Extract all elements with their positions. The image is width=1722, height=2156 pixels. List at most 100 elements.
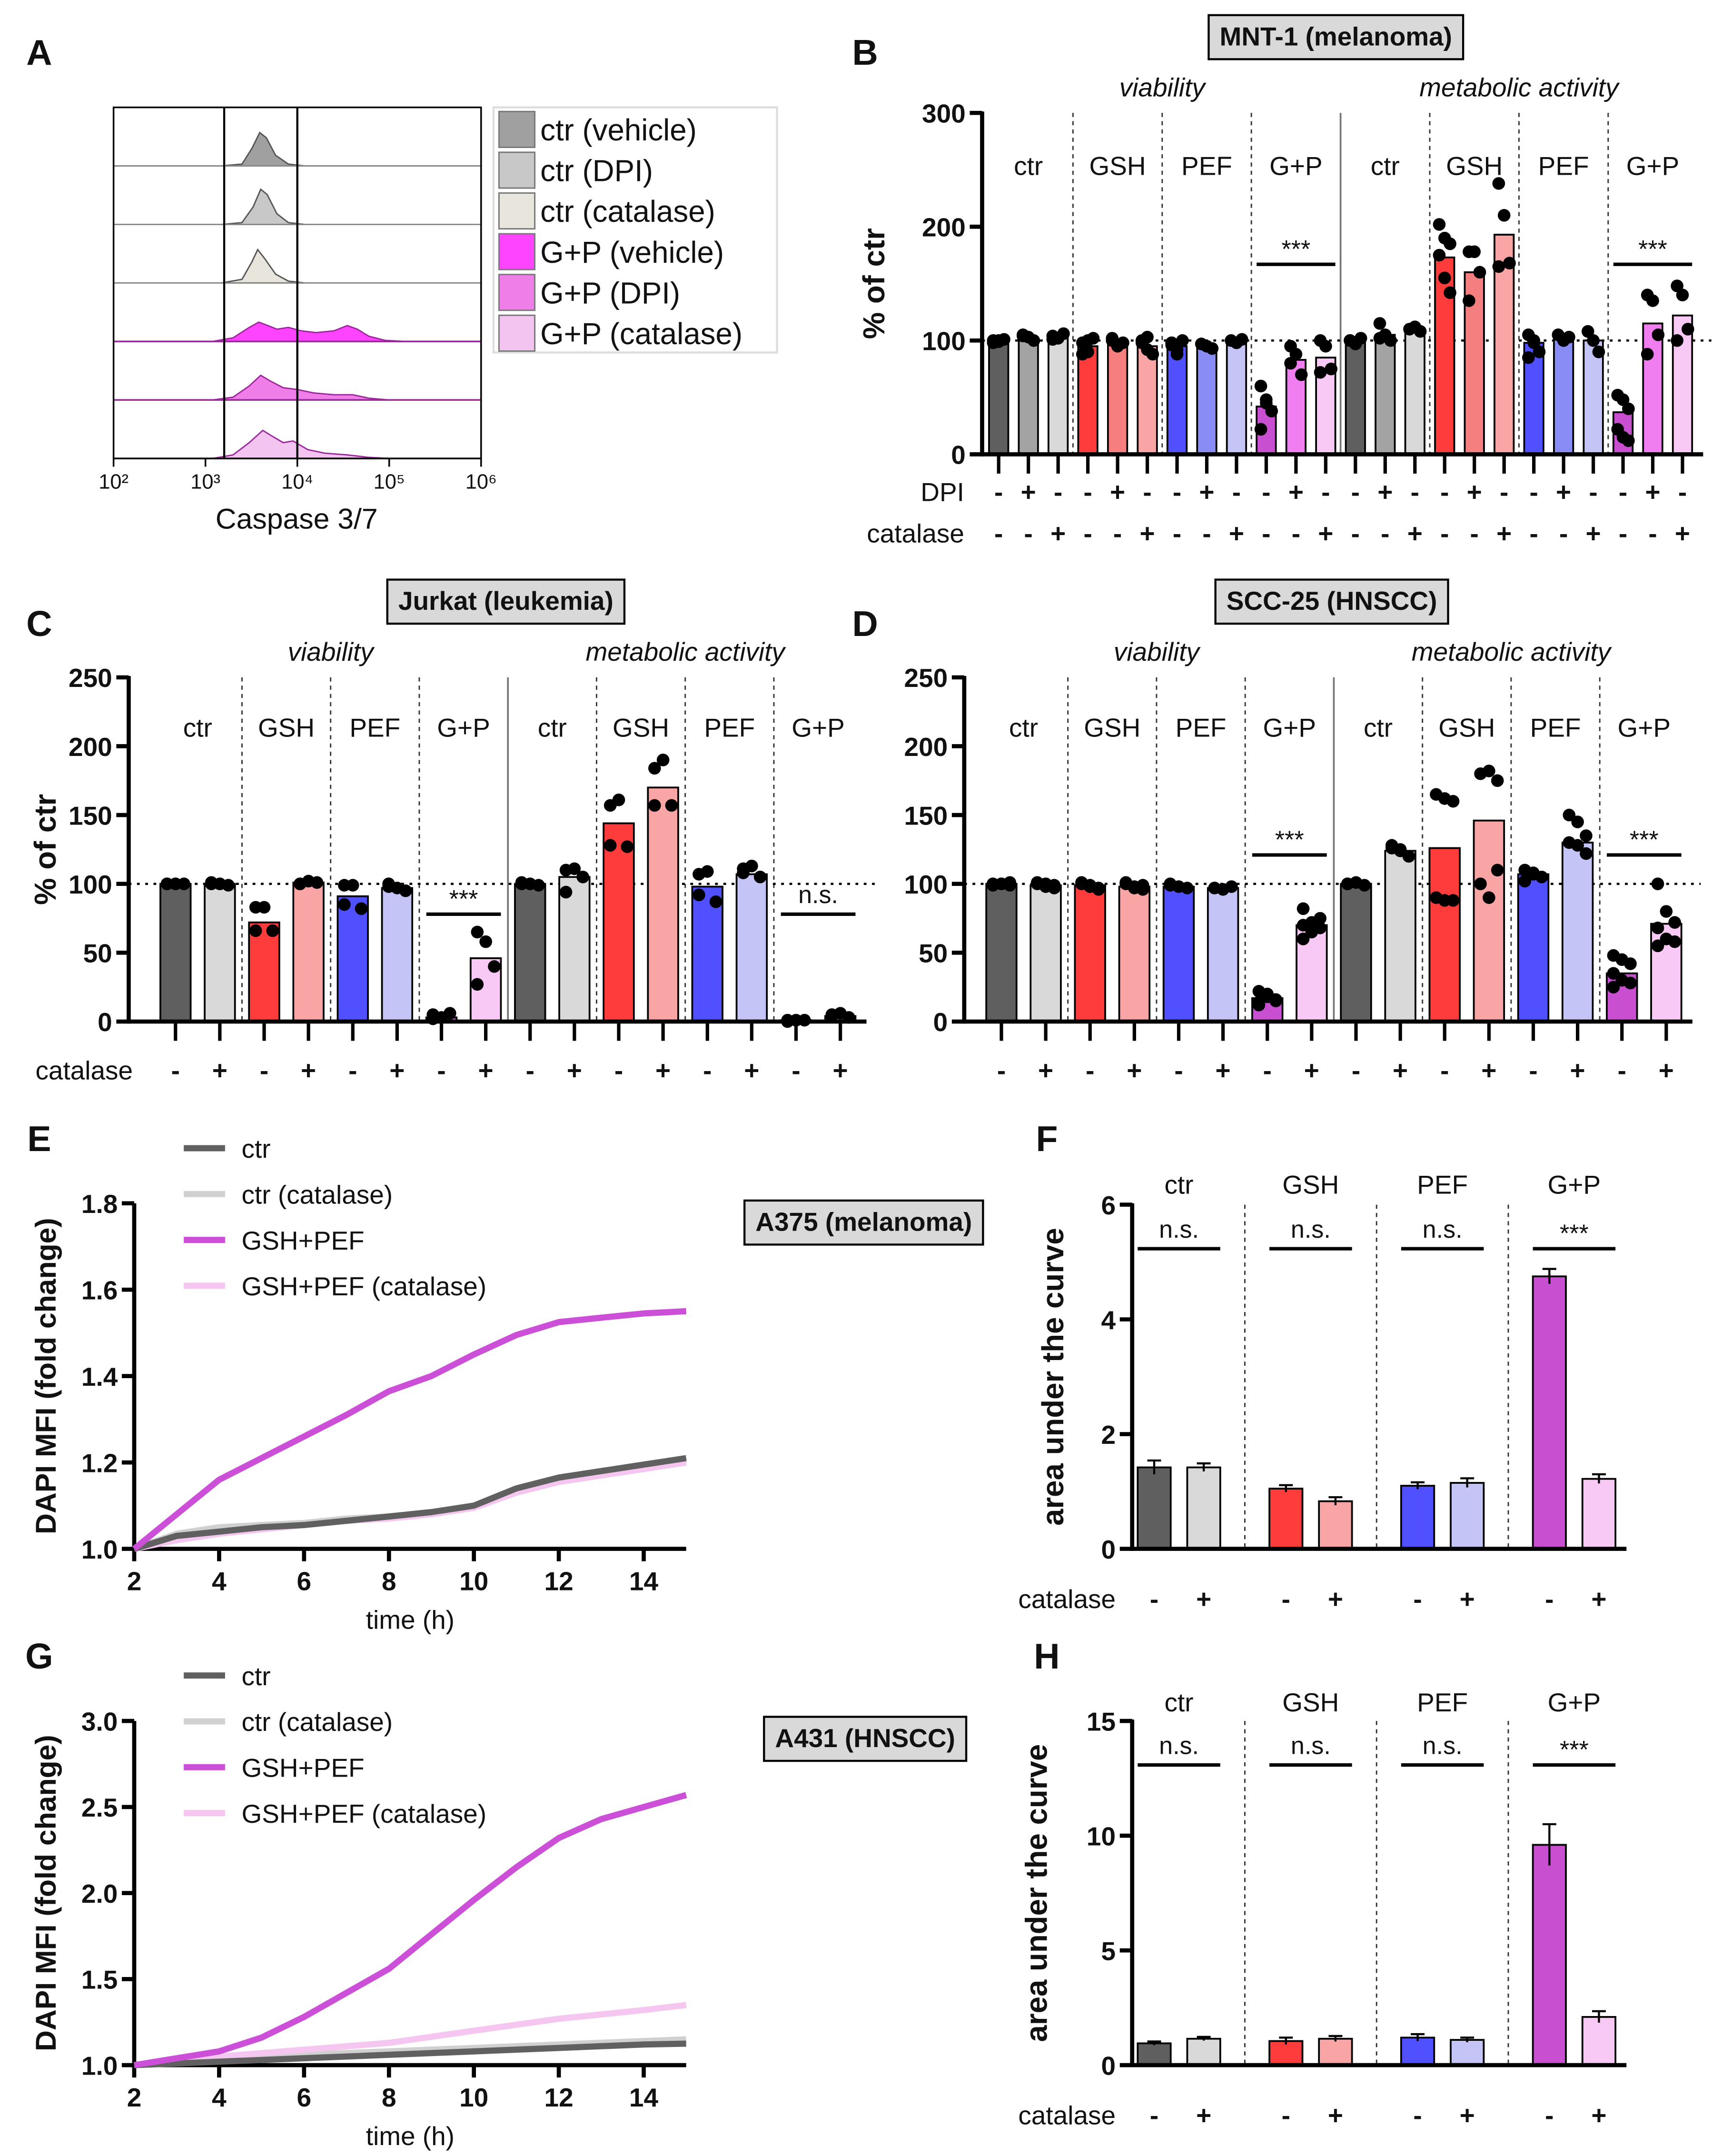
data-point	[1136, 879, 1149, 892]
x-tick-label: 2	[127, 1566, 142, 1596]
legend-label: ctr	[242, 1661, 271, 1691]
data-point	[1305, 925, 1318, 939]
minus-sign: -	[1143, 477, 1151, 507]
x-tick-label: 10	[459, 2083, 488, 2112]
group-label: ctr	[183, 713, 212, 742]
data-point	[1622, 434, 1635, 447]
data-point	[1254, 423, 1267, 436]
legend-label: ctr (vehicle)	[540, 113, 697, 147]
y-tick-label: 1.5	[81, 1965, 118, 1995]
significance-label: n.s.	[1423, 1732, 1463, 1760]
data-point	[399, 884, 412, 897]
data-point	[1106, 332, 1119, 345]
minus-sign: -	[1282, 1584, 1290, 1614]
section-label: metabolic activity	[1419, 72, 1620, 102]
x-tick-label: 8	[382, 1566, 396, 1596]
plus-sign: +	[1460, 2100, 1475, 2130]
group-label: PEF	[1538, 151, 1589, 180]
group-label: ctr	[1165, 1688, 1194, 1717]
bar	[1553, 337, 1574, 456]
data-point	[1624, 957, 1637, 970]
bar	[1118, 885, 1151, 1023]
minus-sign: -	[1262, 477, 1270, 507]
data-point	[693, 888, 705, 902]
data-point	[1571, 839, 1584, 852]
data-point	[1668, 916, 1681, 929]
minus-sign: -	[1263, 1055, 1272, 1085]
minus-sign: -	[1083, 477, 1092, 507]
group-label: GSH	[1282, 1688, 1339, 1717]
plus-sign: +	[1407, 518, 1423, 548]
data-point	[1641, 348, 1654, 361]
data-point	[1492, 177, 1505, 190]
minus-sign: -	[171, 1055, 180, 1085]
bar	[1137, 345, 1158, 456]
data-point	[1580, 829, 1593, 842]
data-point	[382, 880, 395, 893]
legend-label: ctr (catalase)	[242, 1180, 393, 1210]
data-point	[1651, 939, 1664, 953]
data-point	[604, 839, 617, 852]
group-label: GSH	[1282, 1170, 1339, 1199]
data-point	[709, 895, 722, 908]
minus-sign: -	[260, 1055, 268, 1085]
legend-swatch	[498, 151, 536, 189]
chart-title-box	[743, 1199, 984, 1246]
panel-letter: E	[27, 1119, 51, 1159]
data-point	[656, 754, 670, 766]
data-point	[1607, 967, 1620, 980]
x-axis-label: time (h)	[366, 2121, 455, 2151]
minus-sign: -	[1619, 477, 1627, 507]
data-point	[745, 859, 758, 873]
row-label: catalase	[867, 518, 964, 548]
x-tick-label: 14	[629, 2083, 659, 2112]
minus-sign: -	[1440, 1055, 1449, 1085]
x-tick-label: 2	[127, 2083, 142, 2112]
bar	[1166, 345, 1188, 456]
legend-label: GSH+PEF (catalase)	[242, 1799, 486, 1828]
group-label: G+P	[1548, 1688, 1601, 1717]
y-tick-label: 0	[1101, 2051, 1116, 2080]
data-point	[1444, 237, 1456, 250]
series-line	[132, 1308, 687, 1551]
bar	[1561, 842, 1594, 1023]
data-point	[1260, 397, 1273, 410]
significance-label: n.s.	[1291, 1732, 1331, 1760]
data-point	[701, 865, 714, 878]
bar	[735, 873, 768, 1023]
data-point	[444, 1007, 456, 1020]
legend-box	[492, 106, 778, 354]
y-tick-label: 2	[1101, 1420, 1116, 1450]
minus-sign: -	[1411, 477, 1419, 507]
data-point	[1384, 334, 1397, 347]
data-point	[1492, 260, 1505, 273]
panel-letter: B	[852, 32, 878, 72]
section-label: metabolic activity	[586, 637, 787, 666]
bar	[1532, 1844, 1567, 2067]
group-label: PEF	[1417, 1688, 1468, 1717]
data-point	[621, 840, 634, 853]
data-point	[249, 924, 262, 937]
panel-letter: H	[1034, 1636, 1059, 1676]
group-label: PEF	[1530, 713, 1581, 742]
plus-sign: +	[1481, 1055, 1496, 1085]
x-tick-label: 10⁴	[281, 471, 313, 494]
minus-sign: -	[1173, 518, 1181, 548]
minus-sign: -	[1530, 477, 1538, 507]
data-point	[1269, 993, 1282, 1006]
data-point	[1581, 325, 1594, 338]
x-tick-label: 10⁶	[465, 471, 497, 494]
minus-sign: -	[1292, 518, 1300, 548]
data-point	[1624, 976, 1637, 990]
x-tick-label: 10²	[99, 471, 129, 494]
data-point	[1314, 366, 1327, 379]
group-label: G+P	[1269, 151, 1322, 180]
plus-sign: +	[1556, 477, 1571, 507]
legend-label: ctr (DPI)	[540, 154, 653, 188]
y-tick-label: 100	[904, 870, 948, 899]
significance-label: n.s.	[1159, 1732, 1199, 1760]
significance-label: n.s.	[1423, 1216, 1463, 1243]
bar	[1400, 2037, 1435, 2067]
legend-swatch	[498, 192, 536, 230]
minus-sign: -	[437, 1055, 445, 1085]
